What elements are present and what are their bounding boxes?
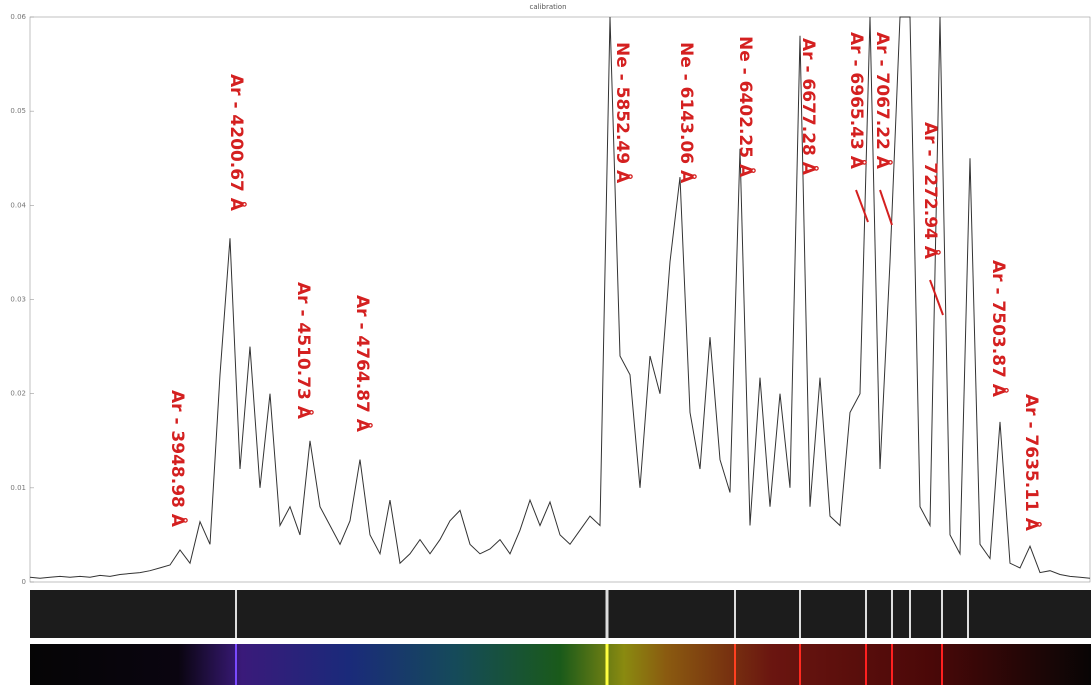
spectrum-line <box>29 16 1091 579</box>
annotation-leader <box>855 189 869 223</box>
annotation: Ar - 7635.11 Å <box>1021 394 1044 532</box>
y-tick-label: 0.02 <box>10 390 26 398</box>
y-tick-label: 0.03 <box>10 296 26 304</box>
y-tick-label: 0 <box>22 578 26 586</box>
annotation: Ar - 4764.87 Å <box>352 295 375 433</box>
annotation: Ne - 6143.06 Å <box>676 42 699 184</box>
y-tick-label: 0.05 <box>10 107 26 115</box>
strip-lines <box>235 590 969 638</box>
spectrum-strip <box>30 590 1091 638</box>
annotation: Ar - 7272.94 Å <box>920 122 943 260</box>
annotation: Ar - 6677.28 Å <box>798 38 821 176</box>
annotation: Ar - 7067.22 Å <box>872 32 895 170</box>
chart-title: calibration <box>529 3 566 11</box>
color-strip-lines <box>235 644 943 685</box>
y-tick-label: 0.06 <box>10 13 26 21</box>
annotation: Ar - 4510.73 Å <box>293 282 316 420</box>
annotation-leader <box>929 279 944 316</box>
y-tick-label: 0.04 <box>10 201 26 209</box>
annotation: Ne - 6402.25 Å <box>735 36 758 178</box>
annotation: Ar - 4200.67 Å <box>226 74 249 212</box>
annotation: Ne - 5852.49 Å <box>612 42 635 184</box>
color-spectrum-strip <box>30 644 1091 685</box>
annotation: Ar - 7503.87 Å <box>988 260 1011 398</box>
annotation: Ar - 3948.98 Å <box>167 390 190 528</box>
plot-frame <box>29 16 1091 583</box>
y-tick-label: 0.01 <box>10 484 26 492</box>
annotation: Ar - 6965.43 Å <box>846 32 869 170</box>
annotation-leader <box>879 189 893 226</box>
